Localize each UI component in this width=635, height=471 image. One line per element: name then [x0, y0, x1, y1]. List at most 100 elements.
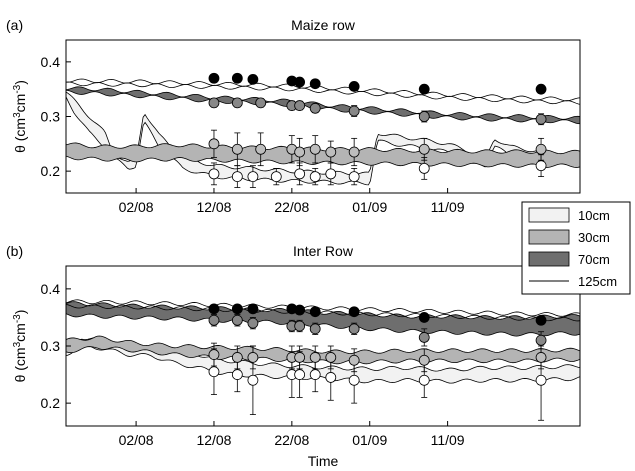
legend-swatch-30cm: [528, 229, 570, 245]
band-70cm: [66, 86, 580, 124]
marker-30cm: [418, 354, 430, 366]
band-upper-30cm: [66, 335, 580, 354]
band-upper-70cm: [66, 86, 580, 120]
marker-125cm: [247, 73, 259, 85]
chart-title: Maize row: [291, 17, 356, 33]
marker-10cm: [309, 171, 321, 183]
marker-70cm: [535, 334, 547, 346]
y-axis-label-part: cm: [12, 323, 28, 342]
plot-area: [66, 299, 580, 421]
panel-inter-row: 0.2 0.3 0.4 02/08 12/08 22/08 01/09 11/09 Inter …: [6, 243, 581, 469]
axes-frame: [65, 39, 581, 194]
y-axis-label: θ (cm3cm-3): [12, 310, 29, 383]
marker-70cm: [309, 102, 321, 114]
y-axis-label-part: -3: [12, 84, 23, 93]
x-tick-label: 12/08: [196, 199, 231, 215]
marker-70cm: [309, 323, 321, 335]
marker-70cm: [208, 97, 220, 109]
plot-area: [66, 72, 580, 188]
marker-30cm: [535, 143, 547, 155]
x-axis-label: Time: [308, 453, 339, 469]
marker-10cm: [418, 163, 430, 174]
x-tick-label: 12/08: [196, 432, 231, 448]
marker-30cm: [247, 352, 259, 363]
y-axis-label-part: 3: [12, 341, 23, 347]
band-10cm: [66, 337, 580, 384]
marker-10cm: [348, 171, 360, 183]
marker-70cm: [255, 97, 267, 109]
marker-70cm: [535, 113, 547, 125]
legend: 10cm 30cm 70cm 125cm: [521, 201, 631, 295]
x-tick-label: 01/09: [352, 199, 387, 215]
y-axis-label-part: -3: [12, 314, 23, 323]
marker-125cm: [247, 303, 259, 315]
panel-label: (a): [6, 17, 23, 33]
band-lower-30cm: [66, 346, 580, 365]
marker-30cm: [231, 143, 243, 155]
y-axis-label-part: ): [12, 310, 28, 315]
marker-70cm: [418, 111, 430, 122]
y-axis-label: θ (cm3cm-3): [12, 80, 29, 153]
marker-125cm: [418, 312, 430, 323]
marker-30cm: [255, 143, 267, 155]
panel-label: (b): [6, 243, 23, 259]
band-lower-125cm: [66, 303, 580, 322]
band-lower-30cm: [66, 155, 580, 168]
marker-125cm: [418, 83, 430, 95]
marker-125cm: [231, 72, 243, 84]
marker-125cm: [309, 306, 321, 318]
y-axis-label-part: 3: [12, 112, 23, 118]
marker-30cm: [348, 146, 360, 158]
marker-10cm: [294, 369, 306, 380]
band-upper-10cm: [66, 91, 580, 176]
marker-10cm: [270, 171, 282, 183]
marker-70cm: [294, 100, 306, 111]
y-tick-label: 0.2: [41, 163, 61, 179]
marker-125cm: [348, 81, 360, 92]
marker-70cm: [231, 314, 243, 326]
marker-125cm: [208, 303, 220, 315]
marker-30cm: [309, 352, 321, 363]
y-tick-label: 0.3: [41, 109, 61, 125]
marker-30cm: [325, 146, 337, 158]
panel-maize-row: 0.2 0.3 0.4 02/08 12/08 22/08 01/09 11/09 Maize …: [6, 17, 581, 215]
marker-30cm: [309, 143, 321, 155]
x-tick-label: 02/08: [119, 432, 154, 448]
marker-125cm: [348, 306, 360, 318]
legend-label: 70cm: [578, 252, 610, 267]
marker-125cm: [208, 72, 220, 84]
chart-title: Inter Row: [293, 243, 354, 259]
y-tick-label: 0.3: [41, 338, 61, 354]
marker-125cm: [535, 83, 547, 95]
legend-swatch-10cm: [528, 207, 570, 223]
legend-label: 10cm: [578, 208, 610, 223]
band-lower-10cm: [66, 344, 580, 384]
legend-label: 125cm: [578, 274, 617, 289]
marker-125cm: [294, 76, 306, 88]
y-tick-label: 0.4: [41, 54, 61, 70]
marker-10cm: [535, 160, 547, 172]
marker-10cm: [247, 374, 259, 386]
x-tick-label: 01/09: [352, 432, 387, 448]
band-upper-125cm: [66, 78, 580, 102]
marker-30cm: [348, 354, 360, 366]
y-tick-label: 0.4: [41, 281, 61, 297]
marker-70cm: [348, 105, 360, 117]
marker-70cm: [247, 317, 259, 329]
x-tick-label: 22/08: [274, 199, 309, 215]
marker-10cm: [208, 168, 220, 180]
y-tick-label: 0.2: [41, 395, 61, 411]
x-tick-label: 22/08: [274, 432, 309, 448]
marker-30cm: [231, 352, 243, 363]
marker-125cm: [231, 303, 243, 315]
legend-swatch-70cm: [528, 251, 570, 267]
marker-10cm: [325, 168, 337, 180]
marker-125cm: [535, 314, 547, 326]
marker-70cm: [294, 320, 306, 332]
marker-10cm: [309, 369, 321, 380]
marker-10cm: [418, 374, 430, 386]
marker-10cm: [325, 372, 337, 383]
band-lower-125cm: [66, 81, 580, 105]
marker-10cm: [247, 171, 259, 183]
